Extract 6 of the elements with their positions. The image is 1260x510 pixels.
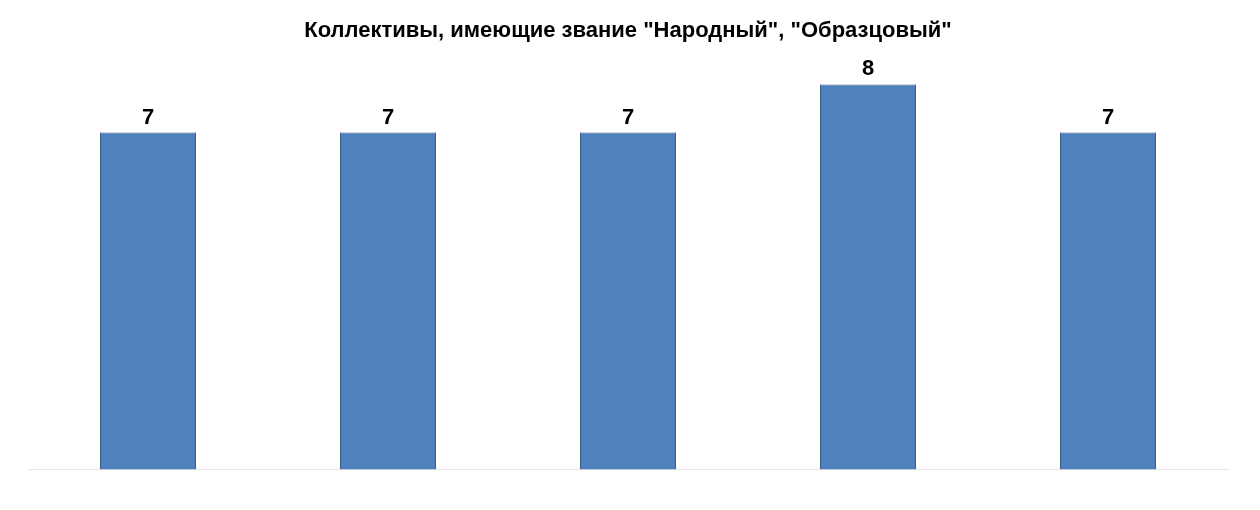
data-label: 7 xyxy=(141,103,155,129)
data-label: 7 xyxy=(621,103,635,129)
data-label: 7 xyxy=(381,103,395,129)
chart-title: Коллективы, имеющие звание "Народный", "Образцовый" xyxy=(304,17,952,43)
data-label: 7 xyxy=(1101,103,1115,129)
data-label: 8 xyxy=(861,55,875,81)
